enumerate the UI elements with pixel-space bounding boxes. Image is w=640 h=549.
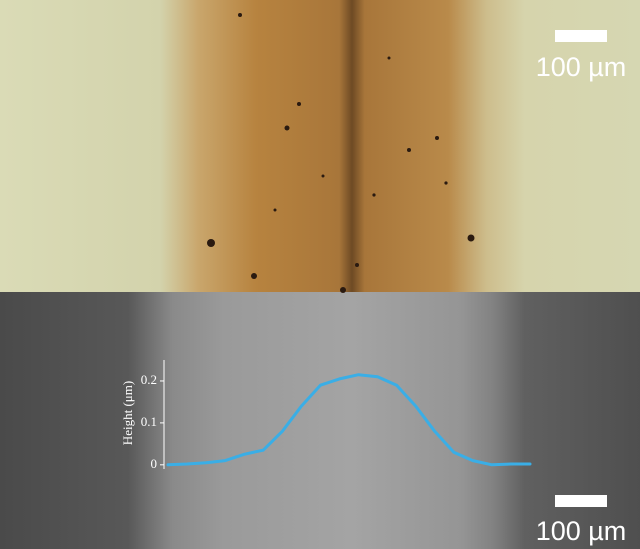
scale-label: 100 µm [536,516,627,546]
sem-image [0,292,640,549]
optical-image [0,0,640,292]
y-tick-label: 0.1 [141,414,157,429]
scale-bar [555,495,607,507]
scale-label: 100 µm [536,52,627,82]
particles [207,13,475,293]
scale-bar [555,30,607,42]
y-axis-label: Height (μm) [120,381,135,445]
y-tick-label: 0 [151,456,158,471]
height-profile [166,373,532,467]
y-tick-label: 0.2 [141,372,157,387]
